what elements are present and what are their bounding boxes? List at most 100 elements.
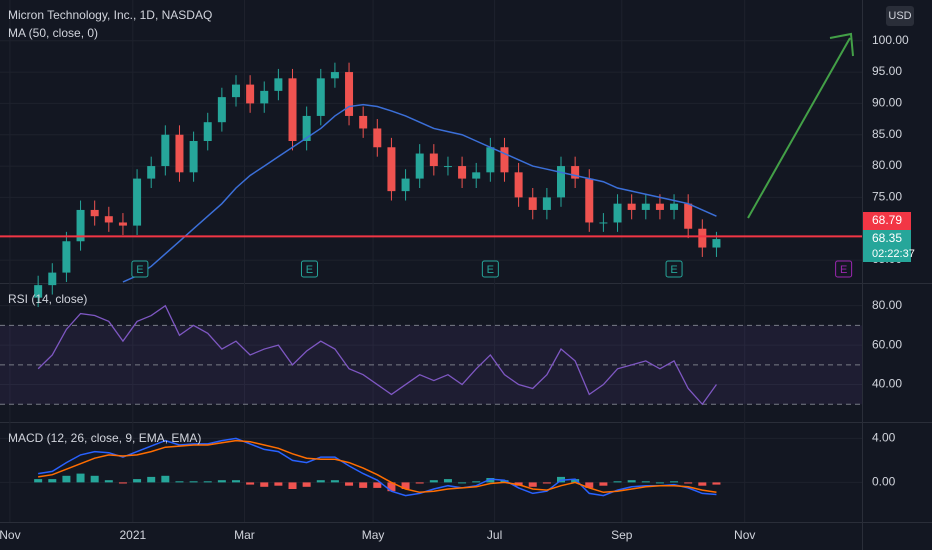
candle-body	[599, 222, 608, 224]
currency: USD	[888, 10, 911, 22]
candle-body	[260, 90, 269, 104]
candle-body	[429, 153, 438, 167]
ma-label: MA (50, close, 0)	[8, 26, 98, 40]
macd-histogram-bar	[260, 482, 269, 487]
ma-line	[122, 103, 717, 283]
last-price: 68.35	[872, 231, 902, 245]
macd-histogram-bar	[34, 479, 43, 483]
candle-body	[147, 166, 156, 179]
rsi-band	[0, 325, 862, 405]
candle-body	[359, 115, 368, 129]
earnings-marker	[300, 260, 318, 278]
y-tick-label: 100.00	[872, 33, 909, 47]
candle-body	[48, 272, 57, 286]
y-tick-label: 60.00	[872, 337, 902, 351]
y-tick-label: 4.00	[872, 431, 896, 445]
candle-body	[655, 203, 664, 210]
macd-histogram-bar	[104, 480, 113, 483]
macd-histogram-bar	[387, 482, 396, 492]
earnings-label: E	[306, 264, 313, 276]
macd-histogram-bar	[655, 482, 664, 484]
y-tick-label: 40.00	[872, 377, 902, 391]
rsi-label: RSI (14, close)	[8, 292, 87, 306]
earnings-label: E	[840, 264, 847, 276]
candle-body	[34, 285, 43, 298]
earnings-label: E	[670, 264, 677, 276]
candle-body	[161, 134, 170, 167]
y-tick-label: 90.00	[872, 96, 902, 110]
last-price-bg	[863, 230, 911, 262]
macd-histogram-bar	[118, 482, 127, 484]
macd-histogram-bar	[90, 475, 99, 483]
x-tick-label: Jul	[487, 528, 502, 542]
macd-histogram-bar	[302, 482, 311, 487]
candle-body	[486, 147, 495, 173]
x-tick-label: Mar	[234, 528, 255, 542]
candle-body	[203, 122, 212, 141]
macd-histogram-bar	[345, 482, 354, 486]
candle-body	[274, 78, 283, 91]
candle-body	[641, 203, 650, 210]
macd-histogram-bar	[415, 482, 424, 484]
annotation-arrowhead	[829, 32, 854, 57]
candle-body	[472, 172, 481, 179]
candle-body	[302, 115, 311, 141]
candle-body	[373, 128, 382, 148]
x-tick-label: Nov	[734, 528, 755, 542]
candle-body	[62, 241, 71, 273]
macd-histogram-bar	[571, 479, 580, 483]
macd-histogram-bar	[486, 478, 495, 483]
macd-histogram-bar	[62, 475, 71, 483]
candle-body	[246, 84, 255, 104]
macd-histogram-bar	[712, 482, 721, 485]
hline-label: 68.79	[872, 213, 902, 227]
earnings-marker	[481, 260, 499, 278]
macd-histogram-bar	[359, 482, 368, 488]
earnings-label: E	[136, 264, 143, 276]
hline-label-bg	[863, 212, 911, 230]
candle-body	[175, 134, 184, 173]
macd-histogram-bar	[161, 475, 170, 483]
candle-body	[585, 178, 594, 223]
candle-body	[189, 141, 198, 173]
candle-body	[133, 178, 142, 226]
macd-histogram-bar	[133, 479, 142, 483]
candle-body	[90, 209, 99, 217]
earnings-marker	[131, 260, 149, 278]
candle-body	[345, 72, 354, 116]
y-tick-label: 0.00	[872, 475, 896, 489]
chart-title: Micron Technology, Inc., 1D, NASDAQ	[8, 8, 212, 22]
macd-histogram-bar	[246, 482, 255, 485]
currency-badge[interactable]	[886, 6, 914, 26]
candle-body	[514, 172, 523, 198]
candle-body	[528, 197, 537, 210]
candle-body	[684, 203, 693, 229]
countdown: 02:22:37	[872, 248, 915, 260]
macd-histogram-bar	[684, 482, 693, 484]
macd-histogram-bar	[670, 481, 679, 483]
candle-body	[415, 153, 424, 179]
signal-line	[38, 439, 717, 494]
y-tick-label: 80.00	[872, 158, 902, 172]
annotation-arrow	[747, 37, 851, 219]
candle-body	[698, 228, 707, 248]
macd-histogram-bar	[585, 482, 594, 488]
macd-histogram-bar	[599, 482, 608, 486]
macd-label: MACD (12, 26, close, 9, EMA, EMA)	[8, 431, 201, 445]
candle-body	[104, 216, 113, 223]
macd-histogram-bar	[472, 481, 481, 483]
macd-histogram-bar	[542, 482, 551, 484]
x-tick-label: 2021	[119, 528, 146, 542]
y-tick-label: 80.00	[872, 298, 902, 312]
macd-histogram-bar	[189, 481, 198, 483]
macd-histogram-bar	[288, 482, 297, 489]
macd-histogram-bar	[401, 482, 410, 489]
candle-body	[670, 203, 679, 210]
macd-histogram-bar	[698, 482, 707, 486]
candle-body	[330, 72, 339, 79]
candle-body	[712, 239, 721, 248]
macd-line	[38, 437, 717, 497]
macd-histogram-bar	[528, 482, 537, 487]
earnings-marker	[835, 260, 853, 278]
